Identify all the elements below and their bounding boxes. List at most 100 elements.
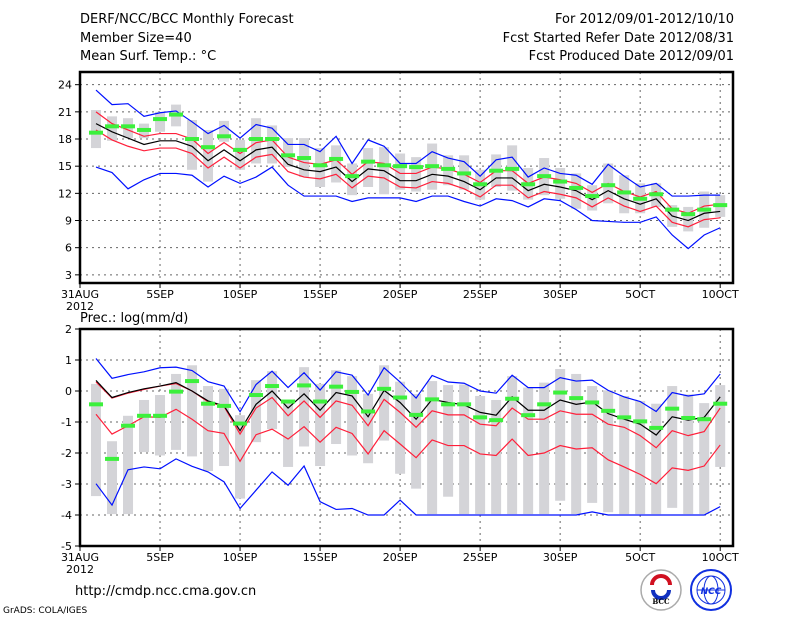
x-tick-label: 31AUG	[61, 551, 99, 564]
ensemble-range-bar	[715, 385, 726, 467]
ensemble-range-bar	[539, 382, 550, 515]
ensemble-range-bar	[235, 415, 246, 499]
median-marker	[617, 415, 632, 420]
variable-label: Mean Surf. Temp.: °C	[80, 49, 216, 64]
median-marker	[633, 419, 648, 424]
y-tick-label: -3	[61, 478, 72, 491]
ensemble-range-bar	[411, 157, 422, 192]
grads-credit: GrADS: COLA/IGES	[3, 606, 87, 616]
ensemble-range-bar	[571, 373, 582, 515]
ensemble-max-line	[95, 358, 721, 413]
ensemble-range-bar	[619, 395, 630, 515]
ensemble-range-bar	[139, 399, 150, 453]
median-marker	[137, 127, 152, 132]
median-marker	[537, 174, 552, 179]
spread-lower-line	[95, 129, 721, 228]
y-tick-label: 6	[65, 242, 72, 255]
ensemble-range-bar	[315, 148, 326, 188]
ensemble-range-bar	[219, 388, 230, 467]
y-tick-label: 3	[65, 269, 72, 282]
x-tick-label: 15SEP	[303, 551, 338, 564]
ensemble-range-bar	[667, 386, 678, 508]
median-marker	[649, 425, 664, 430]
ensemble-range-bar	[395, 381, 406, 474]
median-marker	[585, 194, 600, 199]
ensemble-range-bar	[107, 116, 118, 141]
y-tick-label: -2	[61, 447, 72, 460]
ensemble-range-bar	[91, 110, 102, 149]
source-url[interactable]: http://cmdp.ncc.cma.gov.cn	[75, 584, 256, 599]
y-tick-label: -4	[61, 509, 72, 522]
median-marker	[361, 159, 376, 164]
median-marker	[217, 403, 232, 408]
forecast-period: For 2012/09/01-2012/10/10	[555, 12, 734, 27]
ensemble-range-bar	[347, 376, 358, 456]
median-marker	[617, 190, 632, 195]
spread-lower-line	[95, 408, 721, 485]
median-marker	[153, 117, 168, 122]
ensemble-range-bar	[507, 376, 518, 515]
y-tick-label: 15	[58, 160, 72, 173]
median-marker	[601, 408, 616, 413]
median-marker	[329, 384, 344, 389]
median-marker	[521, 413, 536, 418]
x-tick-label: 25SEP	[463, 288, 498, 301]
median-marker	[329, 156, 344, 161]
x-tick-label: 20SEP	[383, 551, 418, 564]
ensemble-range-bar	[123, 415, 134, 515]
header-right: For 2012/09/01-2012/10/10 Fcst Started R…	[503, 12, 734, 64]
median-marker	[713, 203, 728, 208]
median-marker	[105, 456, 120, 461]
median-marker	[457, 171, 472, 176]
median-marker	[473, 415, 488, 420]
y-tick-label: 18	[58, 133, 72, 146]
median-marker	[697, 417, 712, 422]
median-marker	[169, 112, 184, 117]
median-marker	[89, 130, 104, 135]
median-marker	[441, 166, 456, 171]
ensemble-range-bar	[651, 403, 662, 515]
median-marker	[201, 145, 216, 150]
median-marker	[313, 399, 328, 404]
ensemble-range-bar	[283, 400, 294, 467]
median-marker	[713, 401, 728, 406]
ensemble-range-bar	[187, 119, 198, 170]
ensemble-range-bar	[363, 393, 374, 464]
median-marker	[345, 174, 360, 179]
median-marker	[201, 401, 216, 406]
ensemble-range-bar	[187, 365, 198, 457]
ensemble-mean-line	[95, 123, 721, 222]
x-tick-label: 5OCT	[625, 551, 655, 564]
spread-upper-line	[95, 111, 721, 214]
median-marker	[697, 207, 712, 212]
median-marker	[457, 402, 472, 407]
median-marker	[681, 212, 696, 217]
median-marker	[249, 137, 264, 142]
median-marker	[313, 163, 328, 168]
x-tick-label: 31AUG	[61, 288, 99, 301]
header-left: DERF/NCC/BCC Monthly Forecast Member Siz…	[80, 12, 294, 64]
median-marker	[425, 397, 440, 402]
x-tick-label: 30SEP	[543, 288, 578, 301]
ensemble-range-bar	[555, 368, 566, 501]
median-marker	[489, 418, 504, 423]
median-marker	[217, 134, 232, 139]
x-tick-label: 10SEP	[223, 288, 258, 301]
ensemble-min-line	[95, 166, 721, 250]
ensemble-range-bar	[203, 129, 214, 182]
x-tick-label: 25SEP	[463, 551, 498, 564]
x-tick-label: 5SEP	[146, 288, 174, 301]
y-tick-label: 1	[65, 354, 72, 367]
ensemble-range-bar	[155, 111, 166, 132]
median-marker	[665, 207, 680, 212]
ensemble-range-bar	[347, 163, 358, 196]
ensemble-range-bar	[331, 145, 342, 183]
ncc-logo-text: NCC	[701, 587, 722, 597]
x-tick-year: 2012	[66, 300, 94, 313]
median-marker	[505, 396, 520, 401]
x-tick-year: 2012	[66, 563, 94, 576]
ensemble-range-bar	[267, 125, 278, 164]
median-marker	[521, 182, 536, 187]
